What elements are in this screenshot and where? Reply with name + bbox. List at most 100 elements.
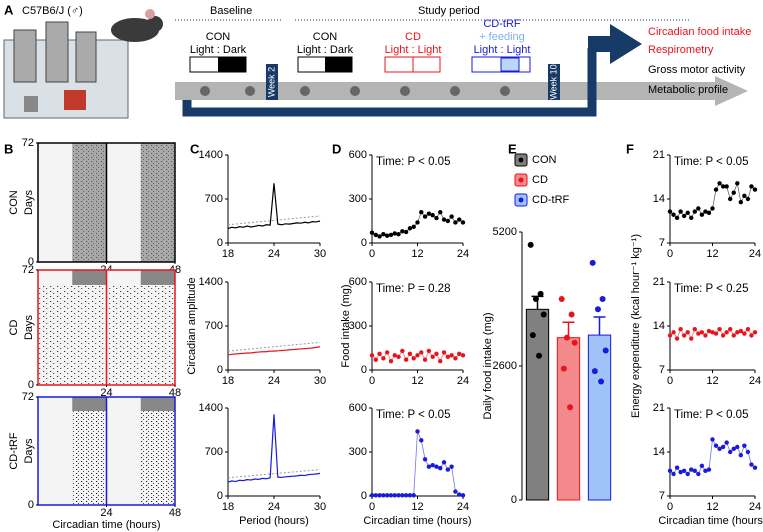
data-point <box>742 193 747 199</box>
group-name: CON <box>313 31 338 43</box>
data-point <box>453 489 458 494</box>
data-point <box>457 492 462 497</box>
x-axis-label: Period (hours) <box>239 515 309 527</box>
data-point <box>415 429 420 434</box>
data-point <box>752 330 758 335</box>
y-axis-label: Days <box>23 314 35 340</box>
data-point <box>689 467 694 472</box>
data-point <box>731 333 736 338</box>
data-point <box>671 471 676 477</box>
data-point <box>706 467 712 472</box>
data-point <box>681 213 687 219</box>
data-point <box>460 493 466 498</box>
y-axis-label: Daily food intake (mg) <box>482 313 494 420</box>
y-tick-label: 0 <box>28 256 34 268</box>
data-point <box>710 437 715 442</box>
data-point <box>434 215 439 221</box>
y-tick-label: 7 <box>659 237 665 249</box>
data-point <box>713 187 719 192</box>
data-point <box>674 465 680 470</box>
dark <box>218 57 246 72</box>
data-point <box>696 471 701 477</box>
data-point <box>667 468 673 474</box>
data-point <box>529 332 536 339</box>
x-tick-label: 12 <box>411 375 423 387</box>
x-tick-label: 18 <box>222 375 234 387</box>
outcome: Gross motor activity <box>648 64 746 76</box>
data-point <box>681 333 687 338</box>
data-point <box>685 471 690 477</box>
data-point <box>419 350 424 355</box>
data-point <box>710 330 715 335</box>
dark-phase <box>72 143 107 262</box>
data-point <box>728 449 733 455</box>
y-tick-label: 1400 <box>199 149 223 161</box>
group-label: CD-tRF <box>8 432 20 470</box>
data-point <box>415 220 420 225</box>
data-point <box>381 232 386 237</box>
data-point <box>377 493 382 498</box>
legend-dot <box>518 157 524 163</box>
panel-label: E <box>508 141 517 156</box>
x-tick-label: 30 <box>314 375 326 387</box>
data-point <box>696 206 701 211</box>
dark-phase <box>72 397 107 412</box>
data-point <box>419 438 424 443</box>
data-point <box>392 231 397 236</box>
data-point <box>384 233 390 238</box>
data-point <box>369 353 375 358</box>
data-point <box>381 356 386 361</box>
apparatus <box>3 9 163 119</box>
x-tick-label: 0 <box>369 375 375 387</box>
group-label: CON <box>8 190 20 215</box>
data-point <box>752 187 758 192</box>
data-point <box>703 209 708 214</box>
dark-phase <box>140 397 175 412</box>
threshold-line <box>227 341 321 352</box>
x-tick-label: 30 <box>314 248 326 260</box>
data-point <box>411 493 416 498</box>
x-tick-label: 24 <box>457 375 469 387</box>
y-tick-label: 21 <box>653 149 665 161</box>
panel-a: A C57B6/J (♂) Baseline Study period CON … <box>3 2 751 119</box>
data-point <box>720 184 726 189</box>
data-point <box>377 351 382 357</box>
dark-phase <box>72 270 107 285</box>
data-point <box>749 333 754 338</box>
data-point <box>671 330 676 335</box>
study-period: Study period <box>418 5 480 17</box>
y-tick-label: 300 <box>349 320 367 332</box>
legend-dot <box>518 177 524 183</box>
x-tick-label: 24 <box>268 375 280 387</box>
y-tick-label: 600 <box>349 402 367 414</box>
y-tick-label: 1400 <box>199 276 223 288</box>
y-tick-label: 2600 <box>493 360 517 372</box>
data-point <box>724 440 729 445</box>
activity <box>140 411 175 505</box>
data-point <box>419 210 424 215</box>
y-tick-label: 14 <box>653 320 665 332</box>
data-point <box>724 184 729 189</box>
data-point <box>692 326 697 332</box>
data-point <box>681 468 687 474</box>
data-point <box>738 199 744 205</box>
data-point <box>537 290 544 297</box>
y-tick-label: 14 <box>653 446 665 458</box>
data-point <box>699 212 705 217</box>
data-point <box>438 465 443 471</box>
data-point <box>411 356 416 361</box>
annotation: Time: P < 0.05 <box>376 409 450 421</box>
data-point <box>745 326 751 332</box>
data-point <box>558 296 565 302</box>
data-point <box>434 351 439 357</box>
data-point <box>678 209 683 214</box>
data-point <box>738 452 744 458</box>
arrow-head <box>588 24 642 64</box>
axes <box>669 282 755 371</box>
light: Light : Dark <box>190 44 247 56</box>
data-point <box>400 229 405 234</box>
y-tick-label: 0 <box>217 237 223 249</box>
data-point <box>407 493 413 498</box>
data-point <box>441 460 447 465</box>
data-point <box>720 444 726 450</box>
